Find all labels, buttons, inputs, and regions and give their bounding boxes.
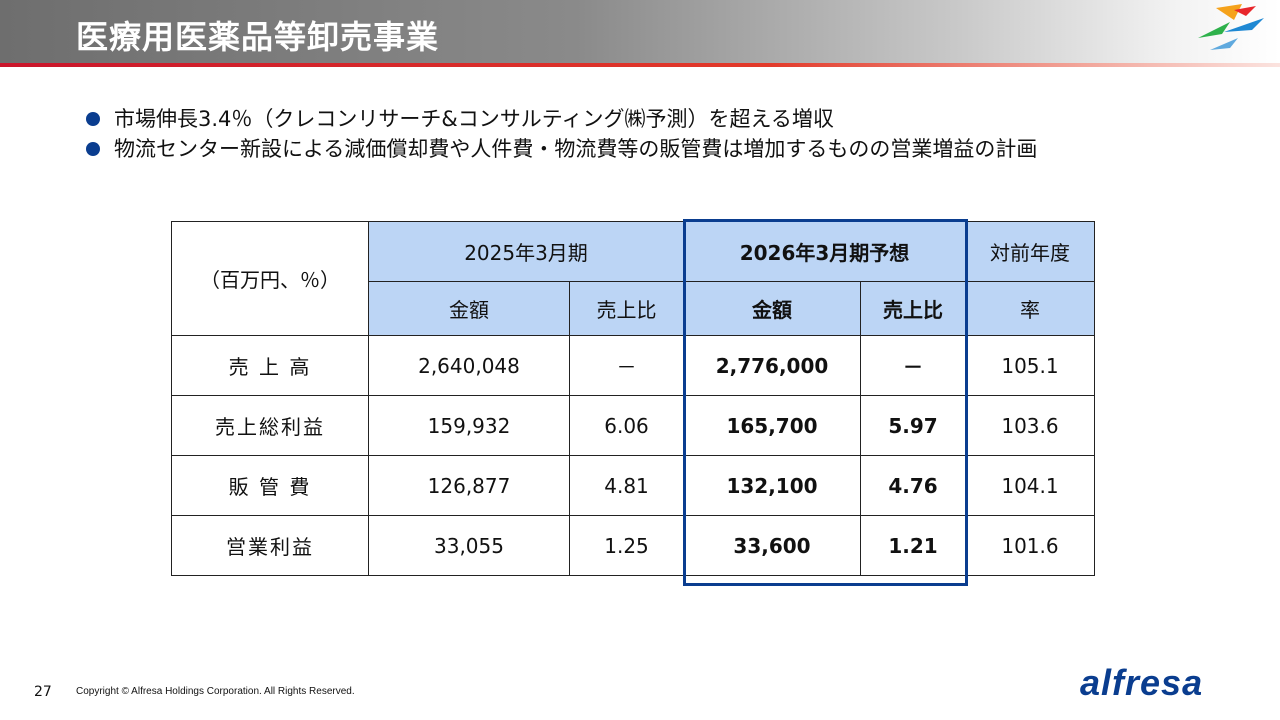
row-label: 販 管 費 — [171, 455, 369, 516]
cell-ratio-2025: 6.06 — [569, 395, 684, 456]
cell-ratio-2026: － — [860, 335, 966, 396]
cell-ratio-2026: 4.76 — [860, 455, 966, 516]
cell-amount-2025: 159,932 — [368, 395, 570, 456]
col-group-fy2025: 2025年3月期 — [368, 221, 684, 282]
cell-amount-2026: 33,600 — [683, 515, 861, 576]
bullet-item: 物流センター新設による減価償却費や人件費・物流費等の販管費は増加するものの営業増… — [86, 134, 1037, 164]
cell-amount-2026: 132,100 — [683, 455, 861, 516]
table-subheader-row: 金額 売上比 金額 売上比 率 — [172, 281, 1095, 336]
bullet-list: 市場伸長3.4％（クレコンリサーチ&コンサルティング㈱予測）を超える増収 物流セ… — [86, 104, 1037, 164]
cell-ratio-2025: － — [569, 335, 684, 396]
cell-yoy: 105.1 — [965, 335, 1095, 396]
cell-ratio-2025: 1.25 — [569, 515, 684, 576]
table-row: 販 管 費 126,877 4.81 132,100 4.76 104.1 — [171, 455, 1095, 516]
slide-title: 医療用医薬品等卸売事業 — [76, 18, 440, 56]
cell-ratio-2026: 5.97 — [860, 395, 966, 456]
financial-table: （百万円、％） 2025年3月期 2026年3月期予想 対前年度 金額 売上比 … — [171, 221, 1095, 576]
bullet-item: 市場伸長3.4％（クレコンリサーチ&コンサルティング㈱予測）を超える増収 — [86, 104, 1037, 134]
unit-label: （百万円、％） — [171, 221, 369, 336]
page-number: 27 — [34, 684, 52, 700]
row-label: 営業利益 — [171, 515, 369, 576]
cell-yoy: 104.1 — [965, 455, 1095, 516]
slide-header: 医療用医薬品等卸売事業 — [0, 0, 1280, 66]
cell-yoy: 101.6 — [965, 515, 1095, 576]
subheader-rate: 率 — [965, 281, 1095, 336]
cell-ratio-2025: 4.81 — [569, 455, 684, 516]
cell-amount-2025: 2,640,048 — [368, 335, 570, 396]
bullet-text: 物流センター新設による減価償却費や人件費・物流費等の販管費は増加するものの営業増… — [114, 137, 1038, 161]
copyright-notice: Copyright © Alfresa Holdings Corporation… — [76, 686, 355, 697]
cell-amount-2026: 165,700 — [683, 395, 861, 456]
subheader-ratio-2026: 売上比 — [860, 281, 966, 336]
corporate-mark-icon — [1198, 4, 1264, 50]
col-group-yoy: 対前年度 — [965, 221, 1095, 282]
cell-amount-2026: 2,776,000 — [683, 335, 861, 396]
bullet-dot-icon — [86, 142, 100, 156]
subheader-amount-2025: 金額 — [368, 281, 570, 336]
cell-amount-2025: 126,877 — [368, 455, 570, 516]
table-header-row: （百万円、％） 2025年3月期 2026年3月期予想 対前年度 — [171, 221, 1095, 336]
row-label: 売 上 高 — [171, 335, 369, 396]
bullet-text: 市場伸長3.4％（クレコンリサーチ&コンサルティング㈱予測）を超える増収 — [114, 107, 834, 131]
subheader-amount-2026: 金額 — [683, 281, 861, 336]
col-group-fy2026-forecast: 2026年3月期予想 — [683, 221, 966, 282]
table-row: 売 上 高 2,640,048 － 2,776,000 － 105.1 — [171, 335, 1095, 396]
cell-ratio-2026: 1.21 — [860, 515, 966, 576]
bullet-dot-icon — [86, 112, 100, 126]
table-row: 売上総利益 159,932 6.06 165,700 5.97 103.6 — [171, 395, 1095, 456]
row-label: 売上総利益 — [171, 395, 369, 456]
header-accent-line — [0, 63, 1280, 67]
cell-yoy: 103.6 — [965, 395, 1095, 456]
subheader-ratio-2025: 売上比 — [569, 281, 684, 336]
brand-logo: alfresa — [1080, 662, 1204, 703]
table-row: 営業利益 33,055 1.25 33,600 1.21 101.6 — [171, 515, 1095, 576]
cell-amount-2025: 33,055 — [368, 515, 570, 576]
